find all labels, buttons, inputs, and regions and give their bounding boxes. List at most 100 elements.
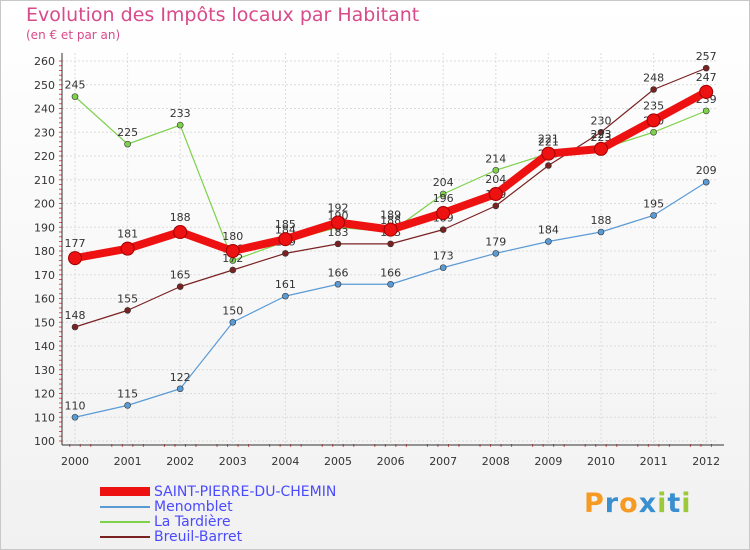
data-label: 189 [380, 209, 401, 222]
logo-letter: P [584, 488, 605, 519]
data-point [702, 64, 710, 72]
data-point [71, 413, 79, 421]
data-label: 155 [117, 292, 138, 305]
x-tick-label: 2003 [219, 455, 247, 468]
data-point [488, 187, 503, 201]
proxiti-logo: Proxiti [584, 488, 692, 519]
data-label: 177 [65, 237, 86, 250]
data-point [541, 146, 556, 161]
data-label: 204 [485, 173, 506, 186]
logo-letter: i [657, 488, 668, 519]
data-point [439, 264, 447, 271]
data-label: 184 [538, 224, 559, 237]
legend-label: Breuil-Barret [154, 528, 243, 545]
data-label: 184 [275, 224, 296, 237]
y-tick-label: 160 [34, 293, 55, 306]
data-point [492, 202, 500, 210]
chart-title: Evolution des Impôts locaux par Habitant [26, 4, 420, 26]
data-point [282, 250, 289, 257]
data-point [545, 238, 552, 245]
data-label: 221 [538, 133, 559, 146]
legend-label: La Tardière [154, 513, 231, 530]
data-label: 192 [328, 202, 349, 215]
data-point [492, 250, 500, 257]
x-tick-label: 2010 [587, 455, 615, 468]
y-tick-label: 210 [34, 174, 55, 187]
x-tick-label: 2005 [324, 455, 352, 468]
x-tick-label: 2007 [429, 455, 457, 468]
data-point [176, 121, 184, 129]
data-point [282, 292, 289, 300]
chart-subtitle: (en € et par an) [26, 28, 121, 42]
x-tick-label: 2006 [377, 455, 405, 468]
data-point [650, 128, 657, 136]
legend-item-la-tardiere: La Tardière [100, 513, 336, 530]
y-tick-label: 190 [34, 221, 55, 234]
data-point [225, 244, 240, 258]
legend-label: SAINT-PIERRE-DU-CHEMIN [154, 483, 337, 500]
legend-label: Menomblet [154, 498, 233, 515]
data-point [492, 166, 500, 174]
y-tick-label: 130 [34, 364, 55, 377]
data-label: 148 [65, 309, 86, 322]
y-tick-label: 230 [34, 126, 55, 139]
data-label: 161 [275, 278, 296, 291]
logo-letter: t [667, 488, 682, 519]
data-label: 230 [591, 114, 612, 127]
line-chart: 100 110 120 130 140 150 160 170 180 190 200 210 220 2… [34, 50, 724, 468]
data-point [646, 113, 661, 128]
data-label: 188 [170, 211, 191, 224]
data-label: 223 [591, 128, 612, 141]
data-label: 150 [222, 304, 243, 317]
y-tick-label: 180 [34, 245, 55, 258]
data-point [124, 307, 131, 314]
data-label: 257 [696, 50, 717, 63]
data-point [436, 206, 451, 220]
y-tick-label: 100 [34, 435, 55, 448]
data-label: 235 [643, 99, 664, 112]
data-point [650, 86, 657, 93]
data-label: 225 [117, 126, 138, 139]
data-point [124, 140, 131, 148]
data-label: 185 [275, 218, 296, 231]
data-label: 195 [643, 197, 664, 210]
data-label: 166 [328, 266, 349, 279]
legend-swatch [100, 535, 150, 538]
legend-item-menomblet: Menomblet [100, 498, 336, 515]
data-point [699, 84, 714, 99]
data-point [387, 240, 394, 248]
data-point [331, 215, 345, 230]
data-point [594, 141, 608, 156]
data-point [278, 232, 293, 247]
data-point [650, 212, 657, 219]
data-point [383, 222, 398, 237]
logo-letter: r [604, 488, 620, 519]
x-tick-label: 2001 [114, 455, 142, 468]
data-point [68, 251, 82, 266]
data-label: 233 [170, 107, 191, 120]
y-tick-label: 240 [34, 103, 55, 116]
data-point [545, 162, 552, 169]
data-label: 188 [591, 214, 612, 227]
x-tick-label: 2004 [271, 455, 299, 468]
data-point [597, 128, 605, 136]
x-tick-label: 2002 [166, 455, 194, 468]
data-label: 223 [591, 131, 612, 144]
legend-swatch [100, 487, 150, 496]
y-tick-label: 250 [34, 79, 55, 92]
y-tick-label: 170 [34, 269, 55, 282]
data-label: 196 [433, 192, 454, 205]
data-label: 245 [65, 79, 86, 92]
data-label: 166 [380, 266, 401, 279]
legend-swatch [100, 520, 150, 523]
data-label: 183 [328, 226, 349, 239]
data-label: 122 [170, 371, 191, 384]
y-tick-label: 200 [34, 198, 55, 211]
data-point [439, 190, 447, 198]
y-tick-label: 110 [34, 411, 55, 424]
x-tick-label: 2008 [482, 455, 510, 468]
data-point [439, 226, 447, 233]
data-point [334, 280, 342, 288]
data-point [120, 241, 135, 256]
data-label: 110 [65, 399, 86, 412]
